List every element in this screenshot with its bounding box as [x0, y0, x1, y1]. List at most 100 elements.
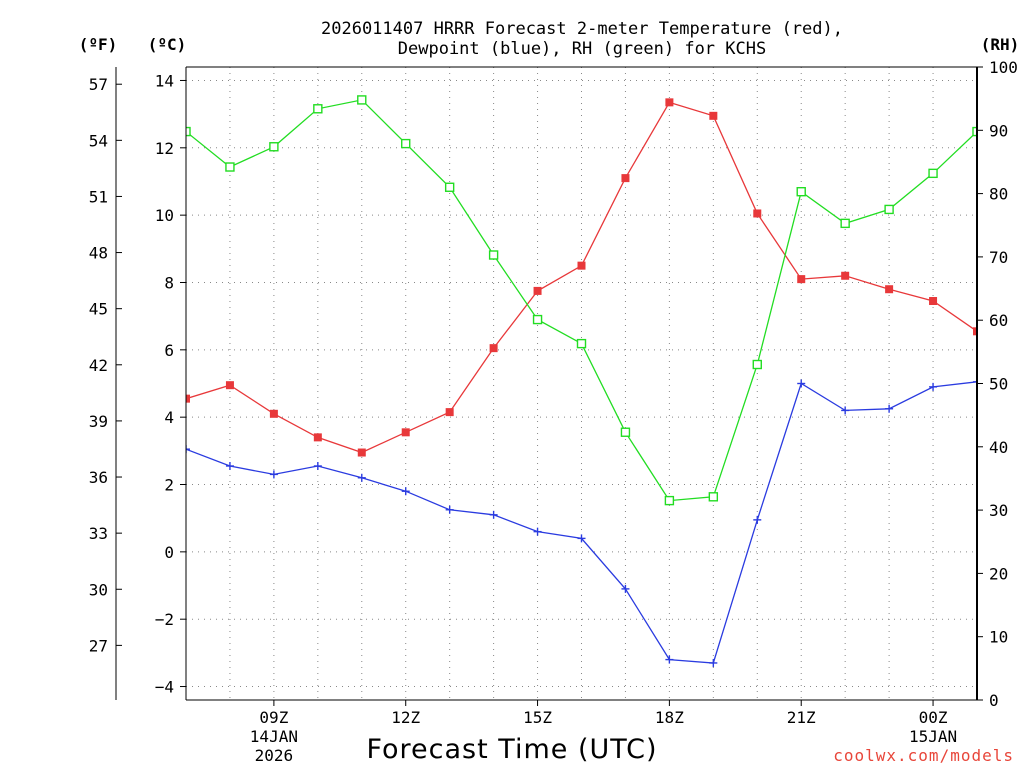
celsius-tick-label: 8 — [164, 273, 174, 292]
x-tick-date-label: 14JAN — [250, 727, 298, 746]
dewpoint-point — [753, 515, 762, 524]
fahrenheit-axis-unit: (ºF) — [79, 35, 118, 54]
rh-point — [796, 187, 806, 197]
fahrenheit-tick-label: 27 — [89, 636, 108, 655]
rh-point — [884, 204, 894, 215]
rh-tick-label: 0 — [989, 691, 999, 710]
rh-point — [444, 182, 455, 192]
rh-tick-label: 30 — [989, 501, 1008, 520]
data-series — [186, 95, 977, 667]
rh-tick-label: 50 — [989, 375, 1008, 394]
temperature-point — [753, 209, 762, 218]
rh-tick-label: 90 — [989, 121, 1008, 140]
series-group — [186, 95, 977, 667]
rh-tick-label: 40 — [989, 438, 1008, 457]
celsius-tick-label: 6 — [164, 341, 174, 360]
celsius-tick-label: 0 — [164, 543, 174, 562]
dewpoint-point — [577, 534, 586, 543]
temperature-point — [357, 448, 366, 457]
fahrenheit-tick-label: 57 — [89, 75, 108, 94]
credit-text: coolwx.com/models — [833, 746, 1014, 765]
dewpoint-point — [533, 527, 542, 536]
x-tick-label: 09Z — [259, 708, 288, 727]
temperature-point — [929, 297, 938, 306]
temperature-point — [401, 428, 410, 437]
fahrenheit-tick-label: 51 — [89, 187, 108, 206]
rh-tick-label: 100 — [989, 58, 1018, 77]
rh-point — [620, 427, 631, 437]
temperature-point — [489, 344, 498, 353]
temperature-point — [665, 98, 674, 107]
grid-lines — [186, 67, 977, 700]
temperature-point — [797, 275, 806, 284]
dewpoint-point — [973, 377, 977, 386]
x-tick-label: 21Z — [787, 708, 816, 727]
rh-axis-unit: (RH) — [981, 35, 1020, 54]
rh-point — [225, 162, 235, 172]
celsius-tick-label: −4 — [155, 678, 174, 697]
rh-point — [313, 104, 323, 114]
rh-tick-label: 20 — [989, 564, 1008, 583]
rh-tick-label: 60 — [989, 311, 1008, 330]
celsius-tick-label: 12 — [155, 139, 174, 158]
celsius-tick-label: 4 — [164, 408, 174, 427]
x-tick-date-label: 15JAN — [909, 727, 957, 746]
celsius-tick-label: 2 — [164, 476, 174, 495]
dewpoint-point — [357, 473, 366, 482]
temperature-point — [621, 174, 630, 183]
rh-tick-label: 80 — [989, 185, 1008, 204]
dewpoint-point — [313, 461, 322, 470]
rh-point — [269, 142, 279, 152]
dewpoint-line — [186, 381, 977, 664]
chart-title-line-1: 2026011407 HRRR Forecast 2-meter Tempera… — [321, 19, 843, 39]
rh-point — [401, 138, 411, 149]
dewpoint-point — [445, 505, 454, 514]
dewpoint-point — [797, 379, 806, 388]
temperature-point — [533, 286, 542, 295]
rh-point — [840, 218, 850, 229]
x-tick-label: 00Z — [919, 708, 948, 727]
rh-line — [186, 99, 977, 502]
x-tick-label: 15Z — [523, 708, 552, 727]
celsius-tick-label: 14 — [155, 71, 174, 90]
dewpoint-point — [621, 584, 630, 593]
dewpoint-point — [885, 404, 894, 413]
axes — [115, 66, 983, 706]
rh-point — [752, 359, 762, 370]
fahrenheit-tick-label: 30 — [89, 580, 108, 599]
x-axis-title: Forecast Time (UTC) — [366, 734, 657, 765]
temperature-point — [709, 111, 718, 120]
temperature-point — [313, 433, 322, 442]
temperature-point — [186, 394, 190, 403]
temperature-point — [973, 327, 977, 336]
dewpoint-point — [709, 658, 718, 667]
dewpoint-point — [401, 487, 410, 496]
rh-point — [576, 338, 587, 349]
x-tick-year-label: 2026 — [255, 746, 294, 765]
dewpoint-point — [489, 510, 498, 519]
fahrenheit-tick-label: 42 — [89, 356, 108, 375]
temperature-point — [841, 271, 850, 280]
dewpoint-point — [186, 445, 190, 454]
temperature-point — [577, 261, 586, 270]
tick-labels: −4 −2 0 2 4 6 8 10 12 14 27 30 33 36 39 42 45 48 51 54 57 0 10… — [89, 58, 1018, 765]
celsius-tick-label: −2 — [155, 610, 174, 629]
dewpoint-point — [929, 382, 938, 391]
rh-point — [972, 126, 977, 137]
celsius-tick-label: 10 — [155, 206, 174, 225]
dewpoint-point — [841, 406, 850, 415]
rh-point — [488, 250, 499, 260]
fahrenheit-tick-label: 36 — [89, 468, 108, 487]
rh-point — [928, 168, 938, 179]
rh-tick-label: 70 — [989, 248, 1008, 267]
x-tick-label: 18Z — [655, 708, 684, 727]
fahrenheit-tick-label: 54 — [89, 131, 108, 150]
dewpoint-point — [269, 470, 278, 479]
rh-point — [532, 314, 543, 325]
rh-point — [708, 492, 719, 502]
rh-point — [357, 95, 367, 105]
fahrenheit-tick-label: 39 — [89, 412, 108, 431]
dewpoint-point — [225, 461, 234, 470]
dewpoint-point — [665, 655, 674, 664]
